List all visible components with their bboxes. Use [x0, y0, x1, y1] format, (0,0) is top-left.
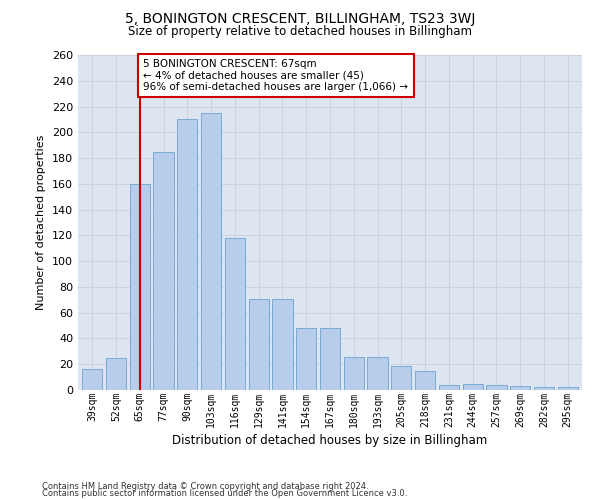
Bar [510, 386, 530, 390]
Y-axis label: Number of detached properties: Number of detached properties [37, 135, 46, 310]
Bar [320, 328, 340, 390]
Text: Contains public sector information licensed under the Open Government Licence v3: Contains public sector information licen… [42, 489, 407, 498]
Bar [391, 366, 412, 390]
Text: 5 BONINGTON CRESCENT: 67sqm
← 4% of detached houses are smaller (45)
96% of semi: 5 BONINGTON CRESCENT: 67sqm ← 4% of deta… [143, 59, 409, 92]
Bar [463, 384, 483, 390]
Bar [82, 370, 103, 390]
Bar [248, 298, 269, 390]
Bar [344, 356, 364, 390]
Bar [106, 358, 126, 390]
Bar [130, 184, 150, 390]
Bar [272, 298, 293, 390]
Bar [177, 120, 197, 390]
Bar [534, 388, 554, 390]
Text: Contains HM Land Registry data © Crown copyright and database right 2024.: Contains HM Land Registry data © Crown c… [42, 482, 368, 491]
Bar [201, 113, 221, 390]
Text: Size of property relative to detached houses in Billingham: Size of property relative to detached ho… [128, 25, 472, 38]
Bar [415, 370, 435, 390]
Text: 5, BONINGTON CRESCENT, BILLINGHAM, TS23 3WJ: 5, BONINGTON CRESCENT, BILLINGHAM, TS23 … [125, 12, 475, 26]
Bar [487, 385, 506, 390]
Bar [367, 356, 388, 390]
Bar [154, 152, 173, 390]
Bar [225, 238, 245, 390]
X-axis label: Distribution of detached houses by size in Billingham: Distribution of detached houses by size … [172, 434, 488, 446]
Bar [557, 388, 578, 390]
Bar [296, 328, 316, 390]
Bar [439, 385, 459, 390]
